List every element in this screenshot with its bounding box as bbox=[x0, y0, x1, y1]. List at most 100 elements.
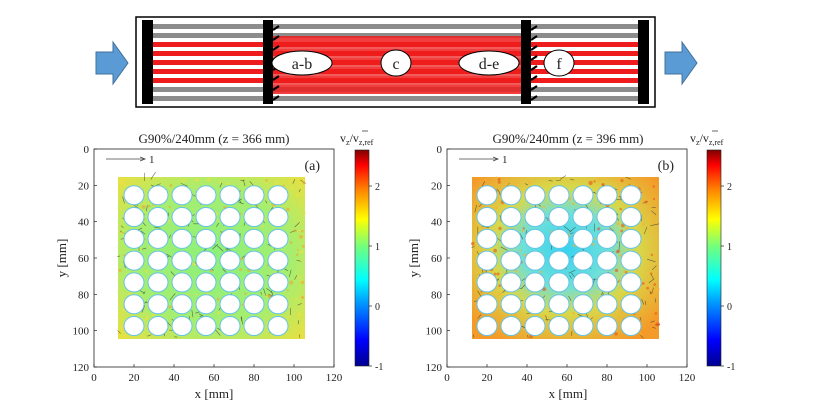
rod-hole bbox=[476, 185, 498, 206]
rod-hole bbox=[123, 207, 145, 228]
colorbar-tick-label: 2 bbox=[375, 182, 380, 193]
rod-segment bbox=[531, 96, 638, 101]
rod-segment bbox=[153, 33, 263, 38]
colorbar-tick-label: 2 bbox=[727, 182, 732, 193]
rod-heated bbox=[153, 69, 263, 74]
rod-hole bbox=[548, 207, 570, 228]
vane bbox=[530, 45, 538, 51]
vane bbox=[272, 35, 280, 41]
rod-hole bbox=[500, 250, 522, 271]
grid-spacer-3 bbox=[521, 20, 531, 104]
vane bbox=[530, 95, 538, 101]
rod-hole bbox=[219, 185, 241, 206]
x-tick-label: 0 bbox=[444, 372, 450, 384]
rod-hole bbox=[123, 272, 145, 293]
colorbar-tick-label: 0 bbox=[727, 302, 732, 313]
rod-hole bbox=[500, 316, 522, 337]
rod-heated bbox=[531, 51, 638, 56]
vane bbox=[530, 65, 538, 71]
y-tick-label: 40 bbox=[78, 217, 90, 229]
panel-a-title: G90%/240mm (z = 366 mm) bbox=[138, 131, 289, 146]
x-tick-label: 120 bbox=[326, 372, 343, 384]
panel-a-xlabel: x [mm] bbox=[195, 386, 234, 401]
x-tick-label: 20 bbox=[482, 372, 494, 384]
rod-heated bbox=[531, 69, 638, 74]
rod-hole bbox=[548, 272, 570, 293]
svg-text:vz/vz,ref: vz/vz,ref bbox=[340, 131, 374, 147]
y-tick-label: 80 bbox=[78, 289, 90, 301]
panel-b-colorbar-ticks: 2 1 0 -1 bbox=[721, 182, 735, 373]
section-label-c-text: c bbox=[392, 56, 399, 73]
rod-hole bbox=[147, 316, 169, 337]
section-label-c: c bbox=[380, 49, 412, 77]
rod-segment bbox=[153, 96, 263, 101]
rod-segment bbox=[531, 24, 638, 29]
grid-spacer-4 bbox=[638, 20, 649, 104]
rod-hole bbox=[596, 185, 618, 206]
section-label-de: d-e bbox=[458, 50, 520, 76]
rod-heated bbox=[531, 42, 638, 47]
vane bbox=[272, 25, 280, 31]
rod-hole bbox=[195, 185, 217, 206]
vane bbox=[272, 75, 280, 81]
y-tick-label: 120 bbox=[73, 362, 90, 374]
rod-hole bbox=[572, 272, 594, 293]
rod-hole bbox=[267, 228, 289, 249]
rod-hole bbox=[195, 207, 217, 228]
rod-hole bbox=[171, 272, 193, 293]
rod-hole bbox=[243, 316, 265, 337]
rod-segment bbox=[153, 87, 263, 92]
rod-hole bbox=[572, 228, 594, 249]
rod-heated bbox=[153, 60, 263, 65]
svg-text:vz/vz,ref: vz/vz,ref bbox=[690, 131, 724, 147]
rod-hole bbox=[596, 316, 618, 337]
rod-segment bbox=[153, 24, 263, 29]
rod-hole bbox=[524, 250, 546, 271]
panel-b-label: (b) bbox=[658, 159, 675, 174]
rod-hole bbox=[243, 272, 265, 293]
x-tick-label: 60 bbox=[209, 372, 221, 384]
rod-hole bbox=[147, 294, 169, 315]
rod-hole bbox=[147, 272, 169, 293]
rod-hole bbox=[572, 294, 594, 315]
panel-b-rod-holes bbox=[476, 185, 642, 337]
y-tick-label: 0 bbox=[84, 144, 90, 156]
rod-hole bbox=[596, 250, 618, 271]
section-label-ab-text: a-b bbox=[292, 56, 312, 73]
panel-a-ylabel: y [mm] bbox=[54, 239, 69, 278]
rod-hole bbox=[500, 207, 522, 228]
rod-hole bbox=[171, 207, 193, 228]
y-tick-label: 20 bbox=[78, 180, 90, 192]
panel-b: G90%/240mm (z = 396 mm) 1 (b) 0 20 40 60 80 1… bbox=[406, 130, 735, 401]
rod-hole bbox=[524, 185, 546, 206]
rod-hole bbox=[500, 272, 522, 293]
vane bbox=[530, 25, 538, 31]
x-tick-label: 20 bbox=[129, 372, 141, 384]
x-tick-label: 40 bbox=[169, 372, 181, 384]
bundle-schematic: a-b c d-e f bbox=[95, 16, 698, 108]
rod-segment bbox=[273, 33, 521, 38]
rod-hole bbox=[267, 207, 289, 228]
rod-heated bbox=[531, 60, 638, 65]
rod-segment bbox=[273, 96, 521, 101]
rod-hole bbox=[219, 207, 241, 228]
rod-hole bbox=[267, 185, 289, 206]
vane bbox=[530, 75, 538, 81]
rod-hole bbox=[572, 316, 594, 337]
rod-hole bbox=[243, 228, 265, 249]
y-tick-label: 120 bbox=[426, 362, 443, 374]
rod-heated bbox=[531, 78, 638, 83]
x-tick-label: 100 bbox=[639, 372, 656, 384]
rod-hole bbox=[476, 316, 498, 337]
y-tick-label: 100 bbox=[426, 326, 443, 338]
rod-hole bbox=[476, 250, 498, 271]
rod-hole bbox=[267, 250, 289, 271]
panel-b-xlabel: x [mm] bbox=[549, 386, 588, 401]
x-tick-label: 120 bbox=[679, 372, 696, 384]
y-tick-label: 0 bbox=[437, 144, 443, 156]
panel-b-colorbar bbox=[706, 149, 722, 367]
rod-hole bbox=[500, 294, 522, 315]
colorbar-tick-label: -1 bbox=[375, 362, 383, 373]
rod-hole bbox=[620, 272, 642, 293]
